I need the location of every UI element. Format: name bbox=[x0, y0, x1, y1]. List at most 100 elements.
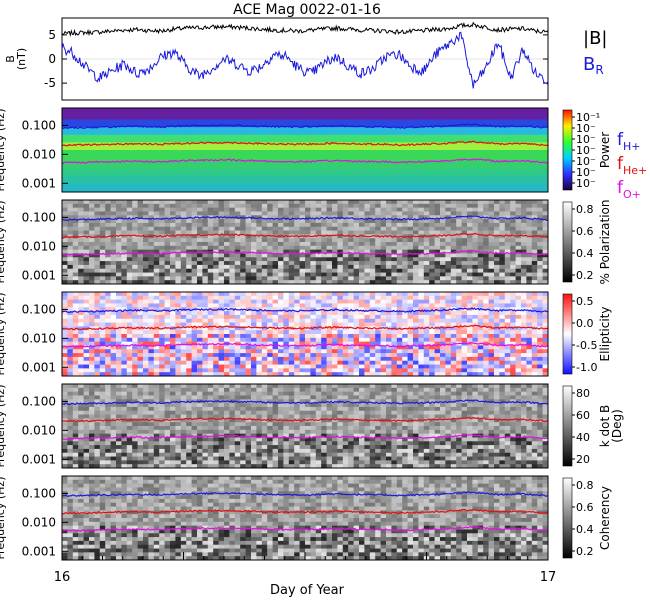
heatmap-cell bbox=[99, 257, 106, 262]
heatmap-cell bbox=[116, 203, 122, 209]
heatmap-cell bbox=[170, 211, 176, 216]
heatmap-cell bbox=[224, 360, 230, 365]
heatmap-cell bbox=[337, 272, 344, 277]
heatmap-cell bbox=[164, 272, 171, 277]
heatmap-cell bbox=[375, 222, 381, 228]
heatmap-cell bbox=[434, 242, 441, 247]
heatmap-cell bbox=[126, 219, 133, 224]
heatmap-cell bbox=[348, 188, 354, 193]
heatmap-cell bbox=[94, 257, 101, 262]
heatmap-cell bbox=[234, 226, 241, 231]
heatmap-cell bbox=[180, 238, 187, 243]
heatmap-cell bbox=[332, 115, 338, 120]
heatmap-cell bbox=[504, 253, 511, 258]
heatmap-cell bbox=[326, 230, 333, 235]
heatmap-cell bbox=[299, 184, 306, 189]
heatmap-cell bbox=[132, 261, 138, 266]
heatmap-cell bbox=[153, 330, 160, 335]
heatmap-cell bbox=[429, 161, 435, 166]
heatmap-cell bbox=[159, 334, 165, 339]
heatmap-cell bbox=[429, 203, 435, 209]
heatmap-cell bbox=[94, 318, 101, 323]
heatmap-cell bbox=[207, 115, 214, 120]
heatmap-cell bbox=[332, 257, 338, 262]
heatmap-cell bbox=[396, 249, 403, 254]
heatmap-cell bbox=[272, 249, 279, 254]
heatmap-cell bbox=[89, 115, 95, 120]
heatmap-cell bbox=[67, 226, 74, 231]
heatmap-cell bbox=[418, 127, 425, 132]
heatmap-cell bbox=[423, 215, 430, 220]
heatmap-cell bbox=[110, 249, 117, 254]
heatmap-cell bbox=[121, 153, 128, 159]
heatmap-cell bbox=[526, 207, 533, 212]
heatmap-cell bbox=[391, 111, 398, 117]
heatmap-cell bbox=[450, 211, 457, 216]
heatmap-cell bbox=[132, 203, 138, 209]
heatmap-cell bbox=[240, 292, 246, 297]
heatmap-cell bbox=[375, 238, 381, 243]
heatmap-cell bbox=[251, 249, 257, 254]
heatmap-cell bbox=[240, 146, 246, 151]
heatmap-cell bbox=[348, 111, 354, 117]
heatmap-cell bbox=[418, 245, 425, 251]
heatmap-cell bbox=[229, 127, 236, 132]
heatmap-cell bbox=[126, 142, 133, 147]
heatmap-cell bbox=[62, 130, 68, 136]
heatmap-cell bbox=[321, 242, 327, 247]
heatmap-cell bbox=[240, 165, 246, 170]
heatmap-cell bbox=[121, 268, 128, 273]
heatmap-cell bbox=[94, 184, 101, 189]
heatmap-cell bbox=[515, 257, 522, 262]
heatmap-cell bbox=[72, 245, 79, 251]
heatmap-cell bbox=[440, 207, 446, 212]
heatmap-cell bbox=[278, 238, 284, 243]
heatmap-cell bbox=[218, 330, 225, 335]
heatmap-cell bbox=[413, 169, 419, 174]
heatmap-cell bbox=[213, 295, 219, 301]
heatmap-cell bbox=[272, 127, 279, 132]
heatmap-cell bbox=[450, 127, 457, 132]
heatmap-cell bbox=[94, 330, 101, 335]
heatmap-cell bbox=[83, 222, 90, 228]
heatmap-cell bbox=[148, 253, 155, 258]
heatmap-cell bbox=[132, 111, 138, 117]
heatmap-cell bbox=[483, 242, 489, 247]
heatmap-cell bbox=[272, 108, 279, 113]
heatmap-cell bbox=[488, 211, 495, 216]
heatmap-cell bbox=[261, 368, 268, 373]
heatmap-cell bbox=[94, 146, 101, 151]
heatmap-cell bbox=[278, 161, 284, 166]
heatmap-cell bbox=[364, 184, 371, 189]
heatmap-cell bbox=[175, 322, 182, 327]
heatmap-cell bbox=[175, 169, 182, 174]
heatmap-cell bbox=[175, 356, 182, 362]
heatmap-cell bbox=[234, 268, 241, 273]
heatmap-cell bbox=[450, 230, 457, 235]
heatmap-cell bbox=[67, 261, 74, 266]
heatmap-cell bbox=[224, 322, 230, 327]
heatmap-cell bbox=[440, 146, 446, 151]
heatmap-cell bbox=[251, 134, 257, 139]
heatmap-cell bbox=[164, 150, 171, 155]
heatmap-cell bbox=[245, 330, 252, 335]
heatmap-cell bbox=[267, 108, 273, 113]
heatmap-cell bbox=[321, 280, 327, 285]
heatmap-cell bbox=[218, 257, 225, 262]
heatmap-cell bbox=[364, 242, 371, 247]
heatmap-cell bbox=[261, 165, 268, 170]
heatmap-cell bbox=[283, 226, 290, 231]
heatmap-cell bbox=[137, 108, 144, 113]
heatmap-cell bbox=[148, 257, 155, 262]
heatmap-cell bbox=[537, 130, 543, 136]
heatmap-cell bbox=[83, 215, 90, 220]
heatmap-cell bbox=[305, 215, 311, 220]
heatmap-cell bbox=[450, 222, 457, 228]
heatmap-cell bbox=[89, 226, 95, 231]
heatmap-cell bbox=[224, 257, 230, 262]
heatmap-cell bbox=[288, 353, 295, 358]
heatmap-cell bbox=[261, 311, 268, 316]
heatmap-cell bbox=[456, 180, 462, 185]
heatmap-cell bbox=[483, 127, 489, 132]
heatmap-cell bbox=[224, 127, 230, 132]
